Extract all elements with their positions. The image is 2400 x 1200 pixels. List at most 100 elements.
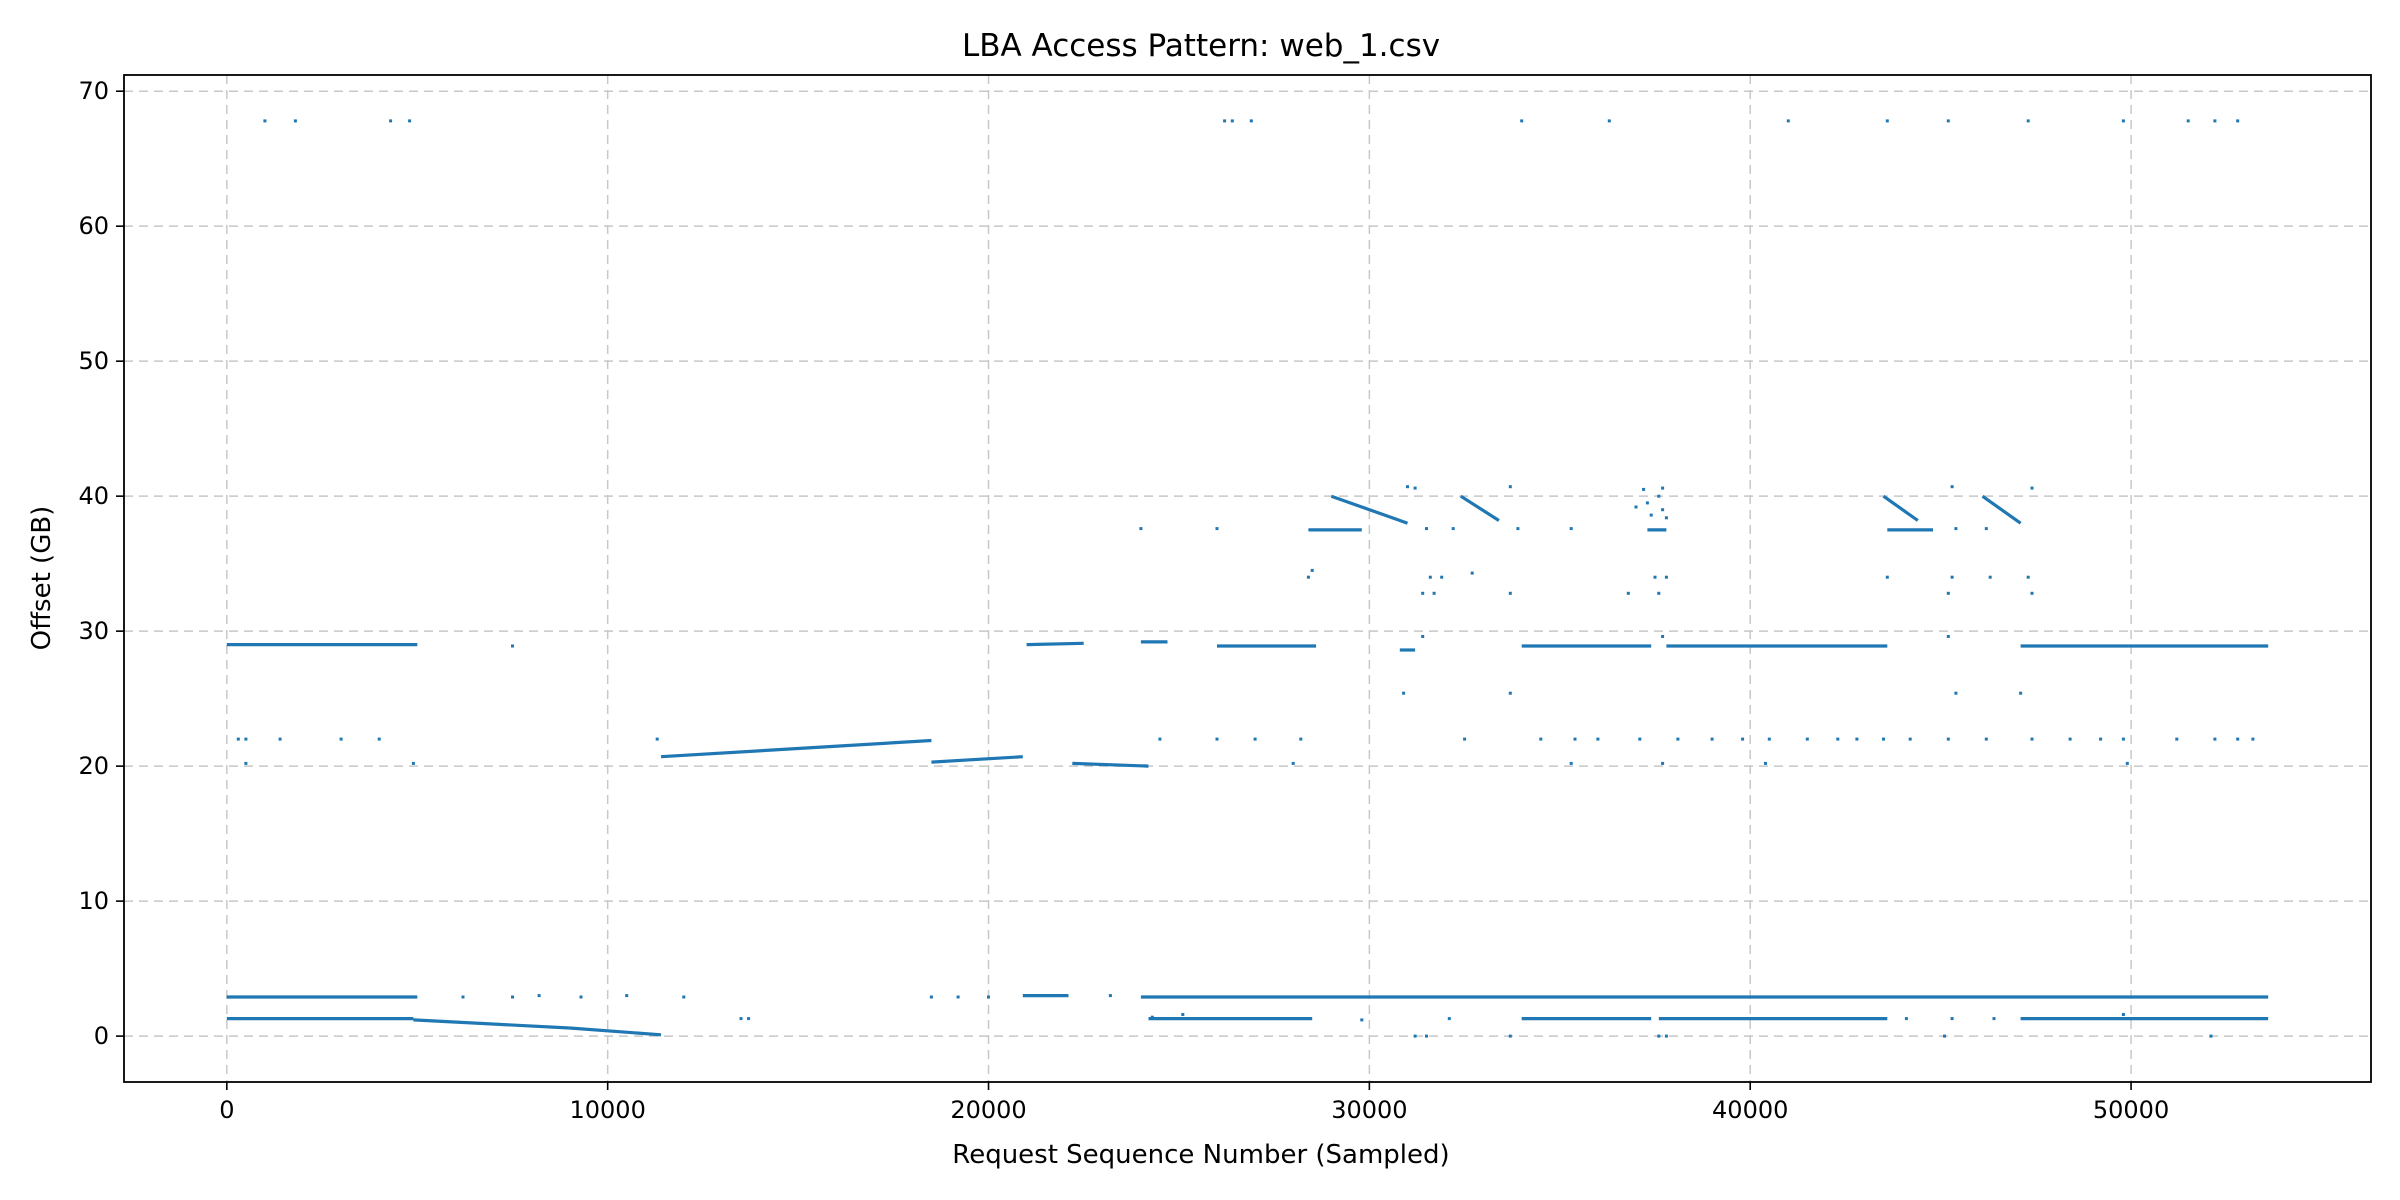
data-point [1139,527,1143,531]
data-point [1310,568,1314,572]
data-point [1954,691,1958,695]
data-point [1943,1034,1946,1038]
data-point [2026,575,2030,579]
data-point [1664,1034,1668,1038]
data-run [1026,641,1084,647]
data-point [236,737,240,741]
data-run [1072,761,1149,768]
data-point [1306,575,1310,579]
data-point [1661,508,1665,512]
data-point [293,119,297,123]
data-point [1108,994,1112,998]
data-point [747,1017,751,1021]
data-point [1520,119,1524,123]
data-point [1950,485,1954,489]
data-point [2019,691,2023,695]
data-point [511,995,514,999]
plot-frame [123,74,2372,1083]
data-point [2186,119,2190,123]
data-point [1661,486,1665,490]
data-point [1402,691,1406,695]
data-point [1657,591,1661,595]
data-point [511,644,514,648]
data-point [1950,1017,1954,1021]
data-point [1253,737,1257,741]
data-point [1508,591,1512,595]
data-point [1432,591,1436,595]
data-point [1215,737,1219,741]
data-point [1664,575,1668,579]
data-point [1885,119,1889,123]
x-tick-label: 20000 [950,1096,1026,1124]
data-point [1954,527,1958,531]
data-point [2121,1013,2125,1016]
y-tick-label: 0 [94,1022,109,1050]
x-axis-label: Request Sequence Number (Sampled) [952,1140,1449,1170]
data-point [1885,575,1889,579]
data-point [1786,119,1790,123]
data-point [1634,505,1638,509]
data-point [2251,737,2255,741]
data-point [956,995,960,999]
data-point [655,737,659,741]
data-point [929,995,933,999]
data-run [1330,494,1409,525]
data-point [1596,737,1600,741]
y-axis-ticks: 0 10 20 30 40 50 60 70 [78,77,124,1050]
data-point [1425,527,1428,531]
data-point [339,737,343,741]
x-axis-ticks: 0 10000 20000 30000 40000 50000 [219,1082,2169,1124]
data-point [1805,737,1809,741]
data-point [1299,737,1303,741]
data-run [413,1018,570,1030]
x-tick-label: 50000 [2093,1096,2169,1124]
data-point [1413,1034,1417,1038]
y-tick-label: 10 [78,887,109,915]
data-point [1626,591,1630,595]
data-point [389,119,393,123]
data-run [569,1026,662,1037]
data-run [1459,494,1500,522]
data-point [1470,571,1474,575]
data-point [1661,761,1665,765]
y-tick-label: 70 [78,77,109,105]
data-point [1992,1017,1996,1021]
data-point [1539,737,1543,741]
data-point [1569,527,1573,531]
data-point [2068,737,2072,741]
x-tick-label: 40000 [1712,1096,1788,1124]
data-point [1882,737,1885,741]
data-point [1413,486,1417,490]
data-point [278,737,282,741]
data-point [2030,737,2034,741]
data-point [1516,527,1520,531]
data-point [2236,119,2240,123]
data-point [1764,761,1767,765]
data-point [1223,119,1227,123]
data-point [1904,1017,1908,1021]
data-run [1882,494,1919,522]
x-tick-label: 0 [219,1096,234,1124]
data-point [1291,761,1295,765]
y-tick-label: 60 [78,212,109,240]
data-point [1508,691,1512,695]
data-point [1664,516,1668,520]
data-point [2213,119,2217,123]
data-point [682,995,686,999]
data-point [1657,494,1661,498]
data-point [1645,501,1649,505]
data-point [1855,737,1859,741]
data-point [1984,527,1988,531]
data-point [2026,119,2030,123]
data-point [1642,487,1646,491]
data-point [625,994,629,998]
y-tick-label: 20 [78,752,109,780]
data-point [1573,737,1577,741]
data-point [1249,119,1253,123]
data-point [2121,737,2125,741]
data-run [931,755,1023,764]
data-point [2213,737,2217,741]
data-point [1950,575,1954,579]
